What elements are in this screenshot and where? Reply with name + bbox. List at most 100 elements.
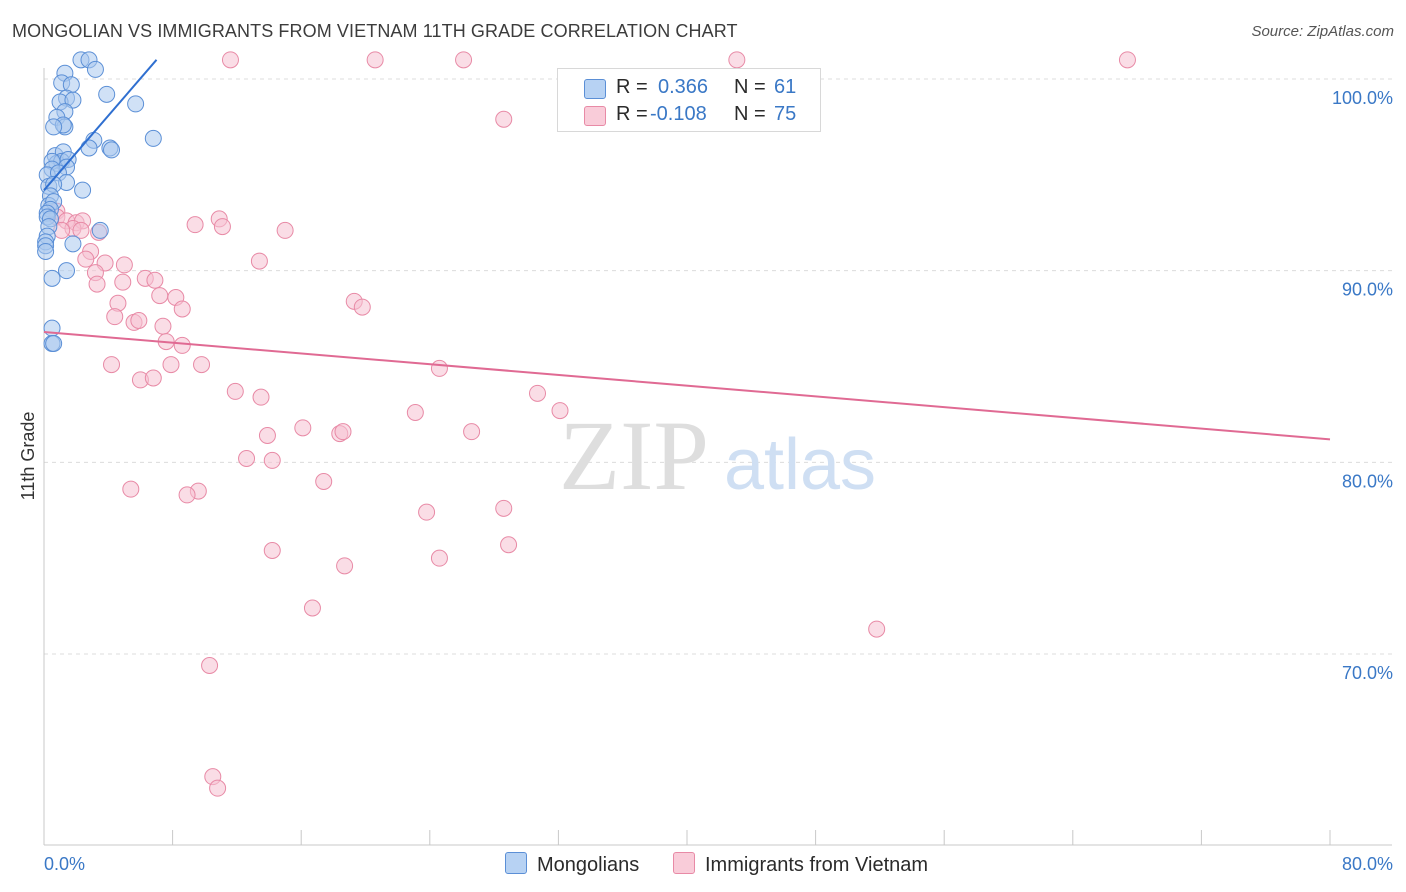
- vietnam-point: [238, 450, 256, 467]
- vietnam-point: [221, 51, 239, 69]
- y-tick-label: 100.0%: [1332, 88, 1393, 108]
- bottom-legend-label-vietnam: Immigrants from Vietnam: [705, 854, 929, 876]
- mongolian-point: [144, 129, 162, 147]
- vietnam-trendline: [43, 331, 1331, 441]
- mongolian-trendline: [43, 59, 158, 191]
- vietnam-point: [728, 51, 746, 69]
- mongolian-point: [58, 262, 76, 280]
- vietnam-point: [106, 308, 124, 326]
- mongolian-point: [74, 181, 92, 199]
- y-tick-label: 90.0%: [1342, 280, 1393, 300]
- vietnam-point: [430, 359, 448, 377]
- vietnam-point: [500, 536, 518, 554]
- vietnam-point: [258, 427, 276, 444]
- legend-n-label: N =: [734, 76, 766, 98]
- gridlines: [44, 78, 1392, 655]
- vietnam-point: [72, 221, 90, 239]
- vietnam-point: [334, 423, 352, 441]
- vietnam-point: [551, 402, 569, 420]
- vietnam-point: [201, 657, 219, 674]
- mongolian-point: [103, 141, 121, 159]
- vietnam-point: [315, 473, 333, 490]
- correlation-legend: R = 0.366 N = 61 R = -0.108 N = 75: [557, 68, 821, 132]
- vietnam-point: [336, 557, 354, 575]
- vietnam-point: [294, 419, 312, 437]
- vietnam-point: [151, 287, 169, 305]
- vietnam-point: [213, 218, 231, 236]
- bottom-legend-swatch-vietnam: [673, 852, 695, 874]
- vietnam-point: [250, 252, 268, 270]
- x-tick-label: 0.0%: [44, 854, 85, 874]
- vietnam-point: [353, 298, 371, 316]
- vietnam-point: [115, 256, 133, 274]
- legend-swatch-mongolians: [584, 79, 606, 99]
- vietnam-points: [48, 51, 1136, 797]
- vietnam-point: [114, 273, 132, 291]
- legend-n-value: 75: [774, 103, 797, 125]
- vietnam-point: [162, 356, 180, 374]
- source-label: Source: ZipAtlas.com: [1251, 23, 1394, 40]
- vietnam-point: [495, 499, 513, 517]
- mongolian-point: [37, 243, 55, 260]
- bottom-legend-label-mongolians: Mongolians: [537, 854, 640, 876]
- legend-r-value: 0.366: [658, 76, 709, 98]
- mongolian-point: [127, 95, 145, 113]
- vietnam-point: [173, 336, 191, 354]
- mongolian-point: [45, 335, 63, 352]
- vietnam-point: [406, 404, 424, 421]
- vietnam-point: [178, 486, 196, 504]
- vietnam-point: [130, 312, 148, 329]
- vietnam-point: [263, 451, 281, 469]
- vietnam-point: [276, 221, 294, 239]
- vietnam-point: [303, 599, 321, 617]
- vietnam-point: [463, 423, 481, 441]
- bottom-legend-vietnam: Immigrants from Vietnam: [673, 852, 928, 877]
- vietnam-point: [868, 620, 886, 638]
- legend-n-value: 61: [774, 76, 797, 98]
- vietnam-point: [430, 549, 448, 567]
- vietnam-point: [186, 216, 204, 234]
- vietnam-point: [193, 356, 211, 374]
- vietnam-point: [154, 317, 172, 335]
- vietnam-point: [418, 503, 436, 521]
- watermark-zip: ZIP: [559, 400, 709, 511]
- watermark-atlas: atlas: [724, 425, 876, 505]
- mongolian-point: [86, 60, 104, 78]
- vietnam-point: [495, 110, 513, 128]
- vietnam-point: [77, 250, 95, 268]
- mongolian-points: [37, 51, 162, 352]
- y-tick-label: 70.0%: [1342, 663, 1393, 683]
- vietnam-point: [529, 384, 547, 402]
- bottom-legend-swatch-mongolians: [505, 852, 527, 874]
- zipatlas-watermark: ZIP atlas: [559, 400, 876, 511]
- mongolian-point: [64, 235, 82, 253]
- vietnam-point: [146, 271, 164, 289]
- chart-title: MONGOLIAN VS IMMIGRANTS FROM VIETNAM 11T…: [12, 21, 738, 41]
- mongolian-point: [45, 118, 63, 136]
- vietnam-point: [1118, 51, 1136, 69]
- legend-swatch-vietnam: [584, 106, 606, 126]
- vietnam-point: [209, 779, 227, 797]
- tick-labels: 100.0% 90.0% 80.0% 70.0% 0.0% 80.0%: [44, 88, 1393, 874]
- y-tick-label: 80.0%: [1342, 471, 1393, 491]
- x-tick-label: 80.0%: [1342, 854, 1393, 874]
- vietnam-point: [366, 51, 384, 69]
- vietnam-point: [173, 300, 191, 318]
- mongolian-point: [64, 91, 82, 109]
- trendlines: [43, 59, 1331, 441]
- vietnam-point: [226, 382, 244, 400]
- legend-r-label: R =: [616, 103, 648, 125]
- vietnam-point: [122, 480, 140, 498]
- vietnam-point: [103, 356, 121, 374]
- vietnam-point: [88, 275, 106, 293]
- vietnam-point: [455, 51, 473, 69]
- legend-r-value: -0.108: [650, 103, 707, 125]
- mongolian-point: [91, 221, 109, 239]
- mongolian-point: [98, 85, 116, 103]
- mongolian-point: [43, 269, 61, 287]
- y-axis-label: 11th Grade: [18, 412, 38, 501]
- mongolian-point: [80, 139, 98, 157]
- bottom-legend-mongolians: Mongolians: [505, 852, 639, 877]
- vietnam-point: [252, 388, 270, 406]
